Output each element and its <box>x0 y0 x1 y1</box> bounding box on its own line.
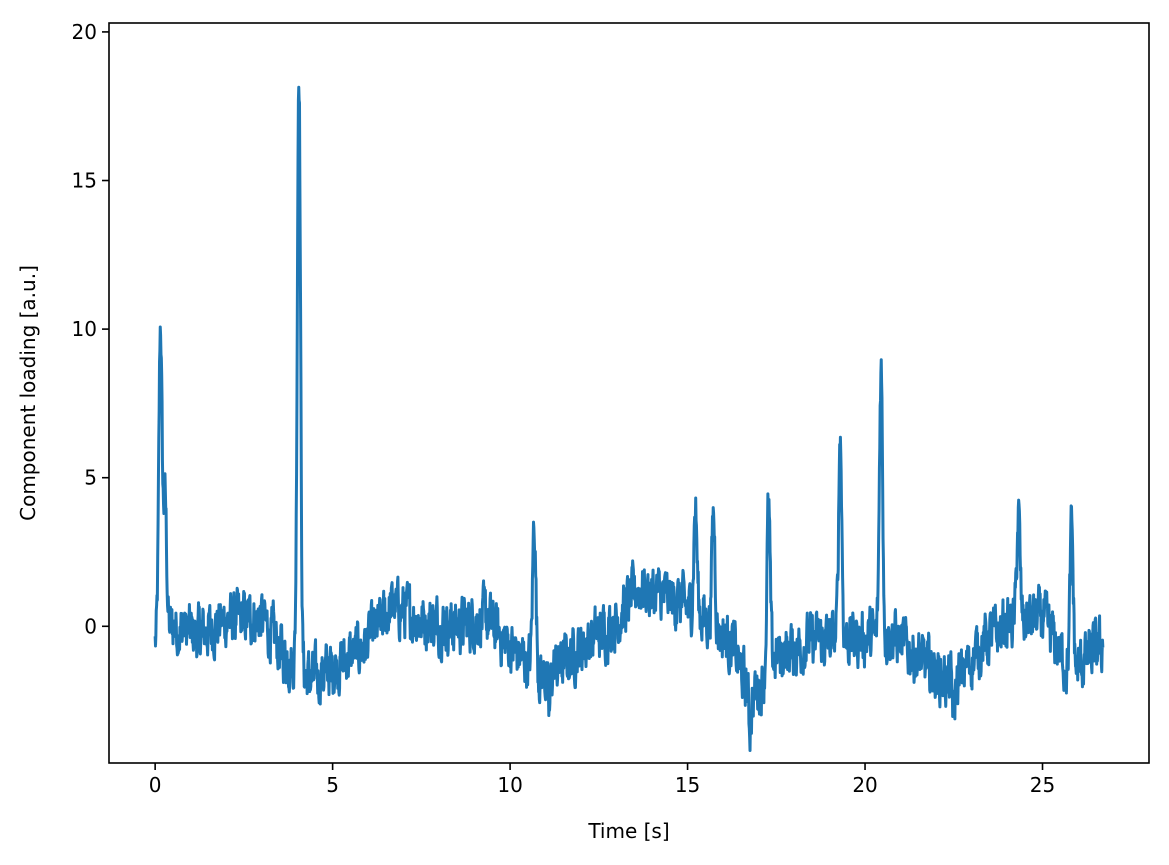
y-tick-label: 10 <box>72 317 97 341</box>
y-axis-label: Component loading [a.u.] <box>16 265 40 521</box>
x-tick-label: 0 <box>149 773 162 797</box>
y-tick-label: 0 <box>84 614 97 638</box>
y-tick-label: 15 <box>72 169 97 193</box>
x-tick-label: 5 <box>326 773 339 797</box>
x-axis-label: Time [s] <box>587 819 669 843</box>
series-layer <box>153 85 1105 753</box>
x-axis-ticks: 0 5 10 15 20 25 <box>149 763 1055 797</box>
y-axis-ticks: 0 5 10 15 20 <box>72 20 109 638</box>
x-tick-label: 15 <box>675 773 700 797</box>
x-tick-label: 20 <box>852 773 877 797</box>
plot-area-background <box>109 23 1149 763</box>
plot-frame <box>108 22 1150 764</box>
y-tick-label: 5 <box>84 466 97 490</box>
x-tick-label: 25 <box>1030 773 1055 797</box>
series-line <box>153 85 1105 753</box>
x-tick-label: 10 <box>497 773 522 797</box>
y-tick-label: 20 <box>72 20 97 44</box>
